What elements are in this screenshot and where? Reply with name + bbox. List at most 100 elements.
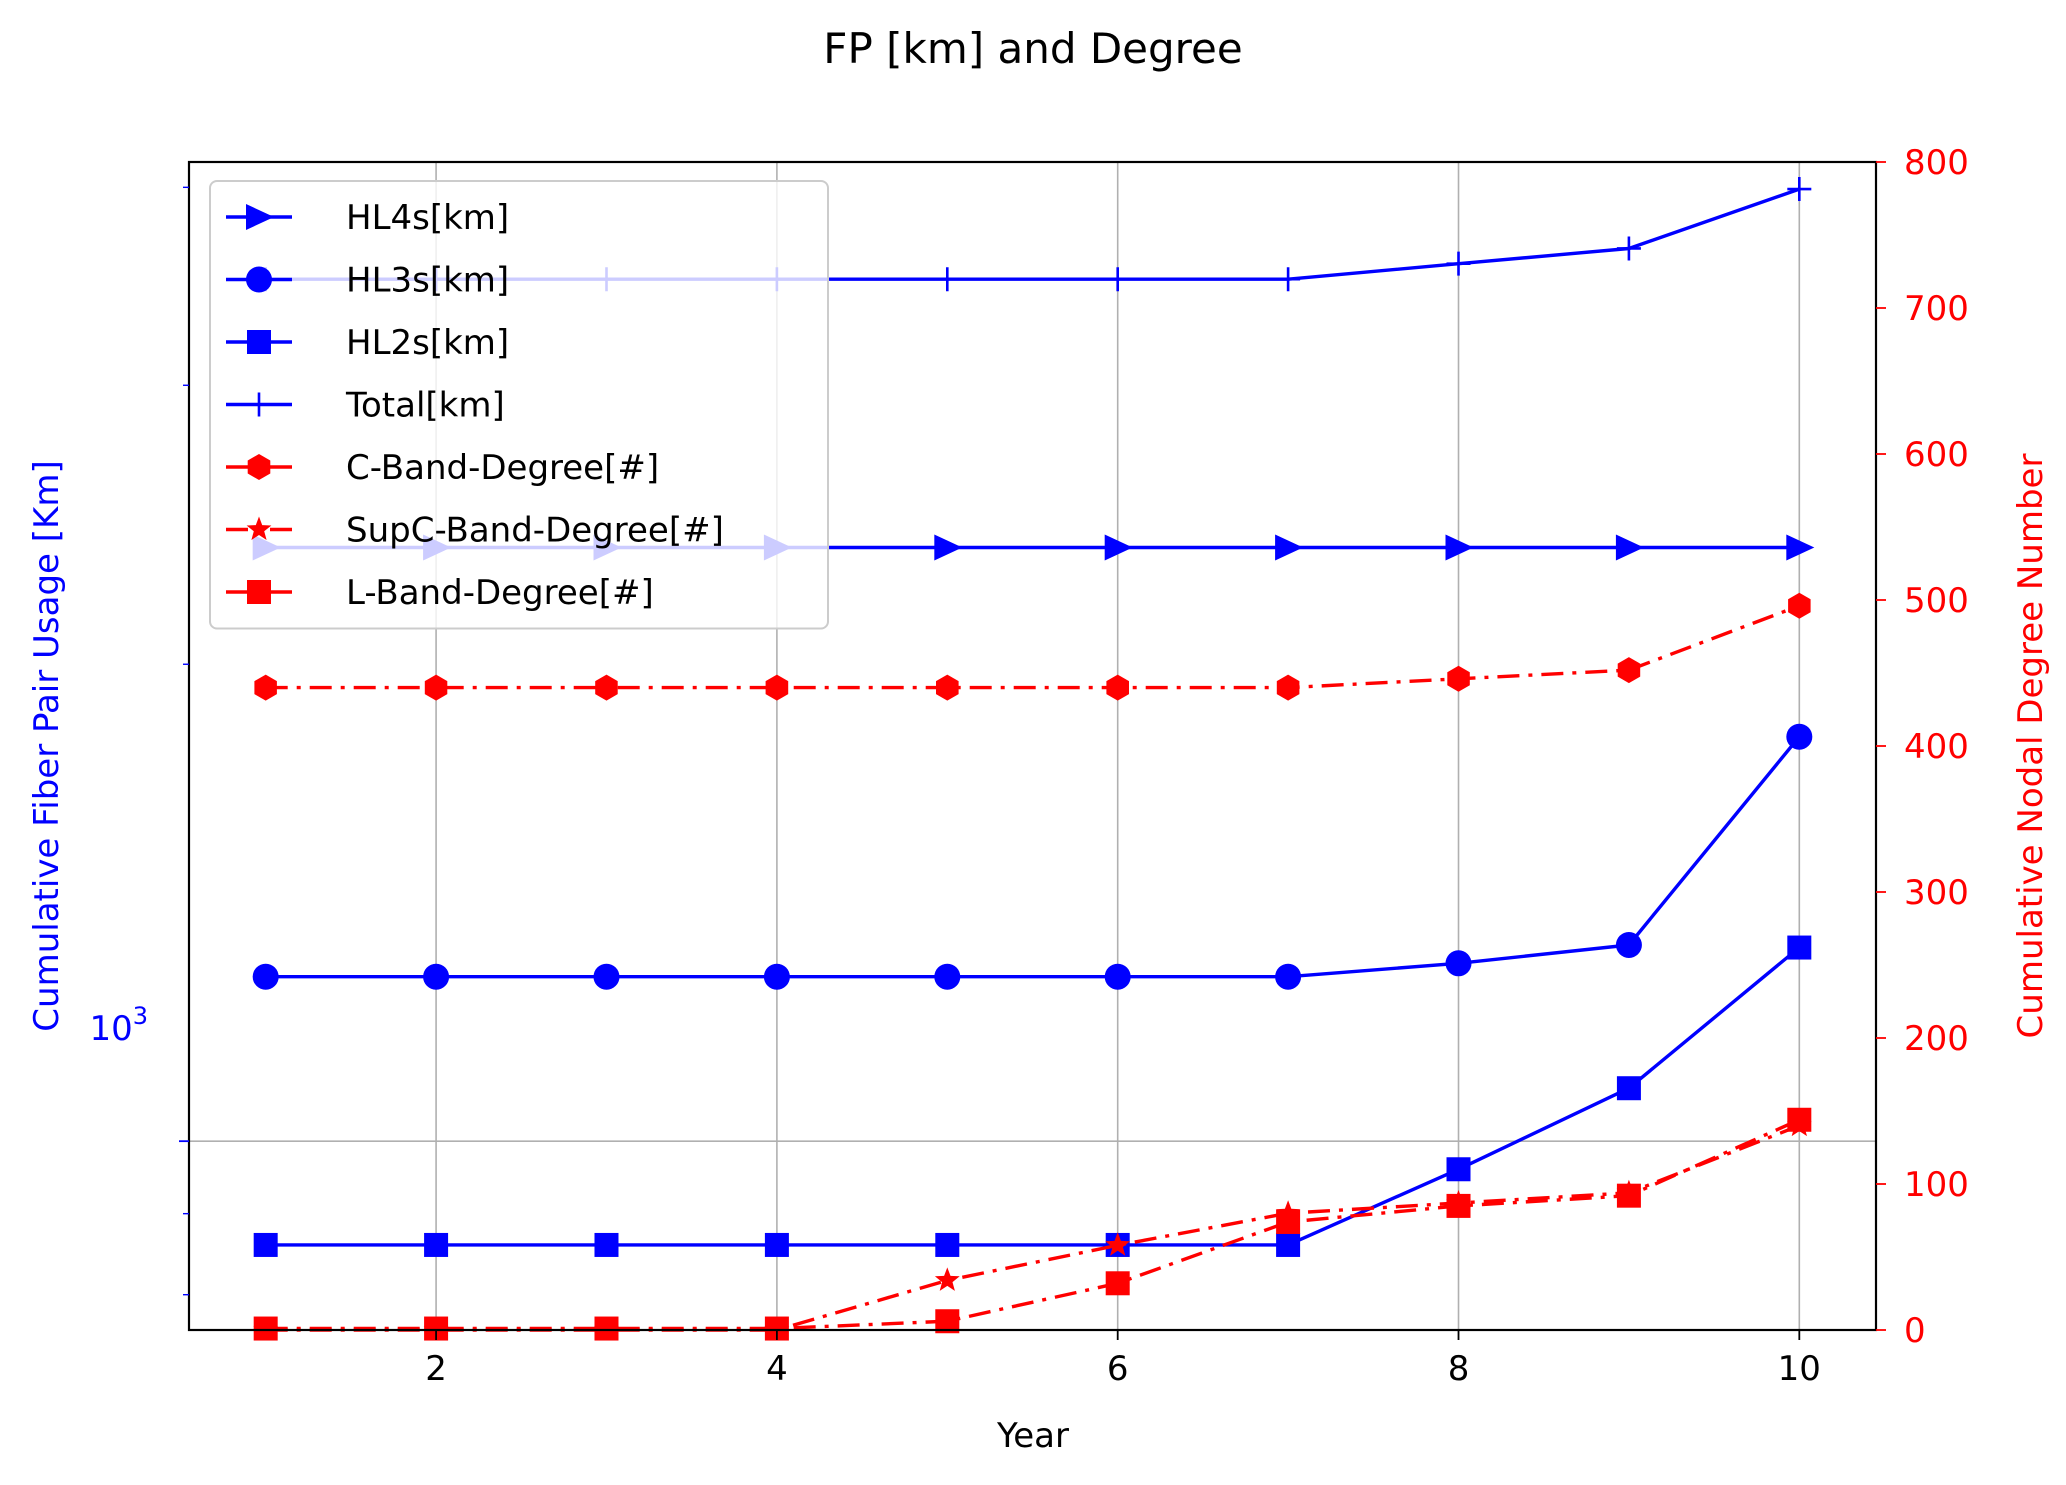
data-point	[1104, 963, 1131, 990]
data-point	[763, 963, 790, 990]
data-point	[1106, 674, 1129, 701]
data-point	[1786, 723, 1813, 750]
data-point	[935, 267, 960, 292]
x-tick-label: 10	[1778, 1349, 1821, 1389]
data-point	[934, 534, 963, 561]
data-point	[935, 1232, 960, 1257]
data-point	[1276, 267, 1301, 292]
data-point	[1104, 534, 1133, 561]
data-point	[1447, 665, 1470, 692]
data-point	[1275, 963, 1302, 990]
data-point	[252, 963, 279, 990]
data-point	[254, 674, 277, 701]
data-point	[764, 1232, 789, 1257]
y2-tick-label: 800	[1904, 143, 1969, 183]
data-point	[1788, 592, 1811, 619]
data-point	[1446, 1193, 1471, 1218]
data-point	[1617, 657, 1641, 684]
y2-tick-label: 600	[1904, 435, 1969, 475]
legend-swatch-marker	[246, 204, 274, 230]
y-axis-label-left: Cumulative Fiber Pair Usage [Km]	[27, 460, 67, 1031]
y2-tick-label: 200	[1904, 1019, 1969, 1059]
legend-item-c-band-degree: C-Band-Degree[#]	[226, 448, 659, 488]
data-point	[936, 674, 959, 701]
legend-item-total-km: Total[km]	[226, 386, 505, 426]
series-c-band-degree	[254, 592, 1811, 701]
data-point	[1615, 931, 1642, 958]
legend-swatch-marker	[247, 580, 271, 604]
x-axis: 2 4 6 8 10	[425, 1330, 1821, 1389]
legend-box	[209, 180, 829, 630]
series-line	[265, 604, 1800, 690]
x-tick-label: 8	[1448, 1349, 1470, 1389]
data-point	[1787, 1107, 1812, 1132]
legend-label: HL4s[km]	[346, 198, 509, 238]
x-axis-label: Year	[996, 1416, 1069, 1456]
x-tick-label: 6	[1107, 1349, 1129, 1389]
data-point	[253, 1232, 278, 1257]
data-point	[1276, 1209, 1301, 1234]
data-point	[1276, 674, 1300, 701]
y-tick-label-base: 10	[89, 1009, 132, 1049]
data-point	[1787, 177, 1812, 202]
series-hl3s-km	[252, 723, 1813, 990]
series-l-band-degree	[253, 1107, 1812, 1341]
x-tick-label: 4	[766, 1349, 788, 1389]
data-point	[1445, 534, 1474, 561]
data-point	[423, 963, 450, 990]
data-point	[1616, 1076, 1641, 1101]
data-point	[424, 674, 448, 701]
data-point	[1616, 1183, 1641, 1208]
legend-swatch-marker	[247, 454, 271, 480]
data-point	[593, 963, 620, 990]
data-point	[1446, 251, 1471, 276]
legend-item-supc-band-degree: SupC-Band-Degree[#]	[226, 511, 724, 551]
data-point	[424, 1232, 449, 1257]
data-point	[595, 674, 618, 701]
legend-swatch-marker	[246, 516, 272, 540]
y-axis-label-right: Cumulative Nodal Degree Number	[2011, 454, 2051, 1039]
data-point	[594, 1232, 619, 1257]
legend-item-l-band-degree: L-Band-Degree[#]	[226, 573, 654, 613]
data-point	[594, 1316, 619, 1341]
y2-tick-label: 300	[1904, 873, 1969, 913]
legend-item-hl4s-km: HL4s[km]	[226, 198, 509, 238]
series-line	[265, 1124, 1800, 1332]
legend-label: SupC-Band-Degree[#]	[346, 511, 724, 551]
legend-label: Total[km]	[345, 386, 505, 426]
data-point	[1787, 935, 1812, 960]
y-tick-label-exponent: 3	[133, 1002, 148, 1030]
legend-swatch-marker	[247, 392, 271, 417]
data-point	[1275, 534, 1304, 561]
data-point	[1105, 1271, 1130, 1296]
data-point	[253, 1316, 278, 1341]
legend-label: L-Band-Degree[#]	[346, 573, 654, 613]
legend-item-hl2s-km: HL2s[km]	[226, 323, 509, 363]
data-point	[1446, 1157, 1471, 1182]
legend: HL4s[km] HL3s[km] HL2s[km] Total[km] C-Band-…	[209, 180, 829, 630]
chart-title: FP [km] and Degree	[823, 24, 1242, 73]
data-point	[1786, 534, 1815, 561]
data-point	[1105, 267, 1130, 292]
y2-tick-label: 100	[1904, 1165, 1969, 1205]
y-axis-left: 103	[89, 186, 189, 1296]
legend-swatch-marker	[246, 266, 272, 293]
y-tick-label-1000: 103	[89, 1002, 148, 1049]
y2-tick-label: 400	[1904, 727, 1969, 767]
series-line	[265, 1118, 1800, 1331]
data-point	[934, 963, 961, 990]
legend-label: C-Band-Degree[#]	[346, 448, 659, 488]
data-point	[1615, 534, 1644, 561]
data-point	[1445, 950, 1472, 977]
y2-tick-label: 0	[1904, 1311, 1926, 1351]
data-point	[1616, 236, 1641, 261]
x-tick-label: 2	[425, 1349, 447, 1389]
y2-tick-label: 700	[1904, 289, 1969, 329]
data-point	[1276, 1232, 1301, 1257]
y-axis-right: 0 100 200 300 400 500 600 700 800	[1876, 143, 1969, 1351]
data-point	[1105, 1232, 1131, 1256]
data-point	[765, 674, 789, 701]
legend-label: HL3s[km]	[346, 261, 509, 301]
series-hl2s-km	[253, 935, 1812, 1257]
